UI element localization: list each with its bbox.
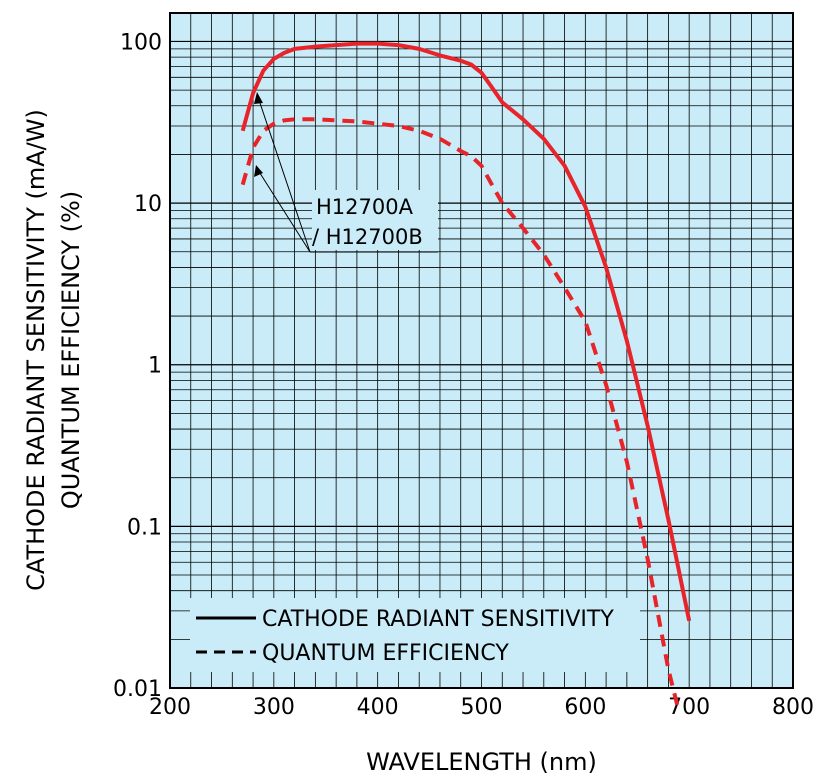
- y-tick-label: 10: [134, 192, 162, 217]
- y-tick-label: 100: [120, 30, 162, 55]
- x-tick-label: 400: [357, 695, 399, 720]
- x-tick-label: 200: [149, 695, 191, 720]
- annotation-label-line1: H12700A: [316, 195, 414, 219]
- x-axis-title: WAVELENGTH (nm): [366, 748, 597, 775]
- series-line-cathode-radiant-sensitivity: [240, 41, 692, 622]
- x-tick-label: 500: [461, 695, 503, 720]
- y-axis-title-line1: CATHODE RADIANT SENSITIVITY (mA/W): [22, 109, 50, 591]
- y-tick-label: 0.1: [127, 515, 162, 540]
- legend-box: [190, 598, 640, 672]
- annotation-arrowhead: [254, 92, 263, 104]
- annotation-arrow-line: [258, 99, 311, 253]
- y-tick-label: 1: [148, 354, 162, 379]
- y-tick-label: 0.01: [113, 677, 162, 702]
- annotation-box: [312, 190, 438, 250]
- plot-frame: [169, 12, 794, 689]
- x-tick-label: 800: [772, 695, 814, 720]
- annotation-arrow-line: [257, 169, 311, 253]
- legend-label-cathode: CATHODE RADIANT SENSITIVITY: [262, 607, 614, 632]
- series-line-quantum-efficiency: [240, 117, 681, 712]
- y-axis-title-line2: QUANTUM EFFICIENCY (%): [57, 191, 85, 509]
- legend-label-quantum: QUANTUM EFFICIENCY: [262, 641, 509, 666]
- x-tick-label: 300: [253, 695, 295, 720]
- annotation-label-line2: / H12700B: [312, 225, 423, 249]
- x-tick-label: 600: [564, 695, 606, 720]
- annotation-arrowhead: [254, 165, 263, 177]
